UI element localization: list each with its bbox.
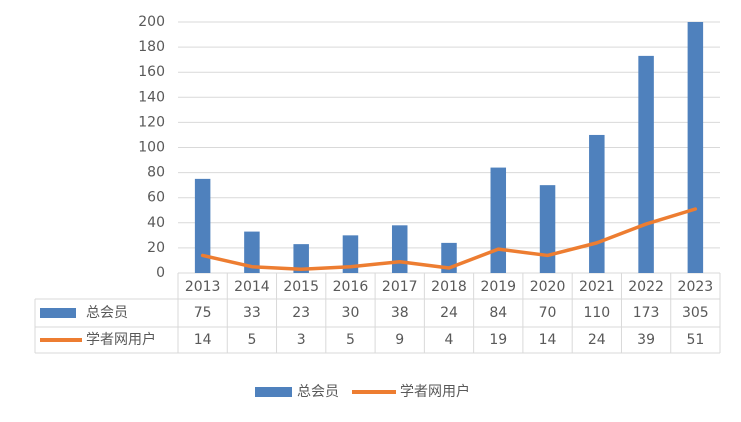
table-value: 33	[243, 305, 261, 321]
y-tick-label: 40	[147, 215, 165, 231]
bar	[589, 134, 605, 273]
table-value: 51	[686, 332, 704, 348]
legend-label: 学者网用户	[86, 331, 156, 348]
bar	[687, 22, 704, 273]
y-tick-label: 20	[147, 240, 165, 256]
y-tick-label: 200	[138, 14, 165, 30]
table-value: 24	[588, 332, 606, 348]
y-tick-label: 0	[156, 265, 165, 281]
bar	[539, 185, 556, 273]
x-tick-label: 2017	[382, 279, 418, 295]
x-tick-label: 2014	[234, 279, 270, 295]
table-value: 14	[539, 332, 557, 348]
x-tick-label: 2018	[431, 279, 467, 295]
y-tick-label: 180	[138, 39, 165, 55]
line-series	[200, 207, 698, 271]
table-value: 30	[342, 305, 360, 321]
table-value: 23	[292, 305, 310, 321]
y-tick-label: 80	[147, 165, 165, 181]
bar	[194, 178, 211, 273]
legend-swatch	[255, 387, 292, 397]
x-tick-label: 2016	[333, 279, 369, 295]
legend-label: 总会员	[297, 384, 339, 400]
table-value: 173	[633, 305, 660, 321]
table-value: 5	[346, 332, 355, 348]
bar	[244, 231, 260, 273]
bar	[342, 235, 359, 273]
table-value: 38	[391, 305, 409, 321]
legend-label: 学者网用户	[400, 383, 470, 400]
bar	[293, 244, 309, 273]
table-value: 14	[194, 332, 212, 348]
table-value: 84	[489, 305, 507, 321]
x-tick-label: 2020	[530, 279, 566, 295]
bar	[638, 55, 654, 273]
table-value: 24	[440, 305, 458, 321]
y-tick-label: 120	[138, 114, 165, 130]
table-value: 19	[489, 332, 507, 348]
x-tick-label: 2023	[678, 279, 714, 295]
bar	[391, 225, 408, 273]
x-tick-label: 2013	[185, 279, 221, 295]
table-value: 39	[637, 332, 655, 348]
table-value: 75	[194, 305, 212, 321]
x-tick-label: 2019	[480, 279, 516, 295]
table-value: 4	[445, 332, 454, 348]
x-tick-label: 2021	[579, 279, 615, 295]
bar	[490, 167, 507, 273]
legend-label: 总会员	[86, 305, 128, 321]
plot-area	[194, 22, 704, 273]
x-tick-label: 2022	[628, 279, 664, 295]
y-tick-label: 140	[138, 89, 165, 105]
table-value: 110	[583, 305, 610, 321]
table-value: 9	[395, 332, 404, 348]
y-tick-label: 100	[138, 140, 165, 156]
table-value: 5	[247, 332, 256, 348]
legend-swatch	[40, 308, 76, 318]
table-value: 305	[682, 305, 709, 321]
table-value: 3	[297, 332, 306, 348]
x-tick-label: 2015	[283, 279, 319, 295]
y-tick-label: 60	[147, 190, 165, 206]
table-value: 70	[539, 305, 557, 321]
y-tick-label: 160	[138, 64, 165, 80]
